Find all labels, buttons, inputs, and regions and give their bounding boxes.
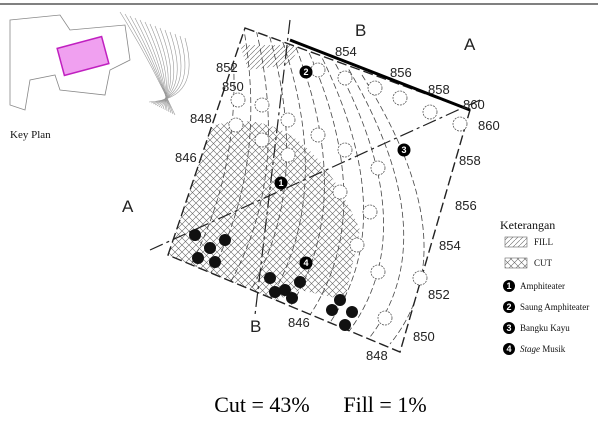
- plan-marker-number: 4: [303, 258, 308, 268]
- plan-marker-number: 1: [278, 178, 283, 188]
- dense-tree: [286, 292, 298, 304]
- tree: [453, 117, 467, 131]
- tree: [378, 311, 392, 325]
- tree: [229, 118, 243, 132]
- contour-label: 852: [216, 60, 238, 75]
- dense-tree: [219, 234, 231, 246]
- legend-label-italic: Stage: [520, 344, 540, 354]
- contour-label: 848: [190, 111, 212, 126]
- contour-label: 858: [428, 82, 450, 97]
- contour-label: 860: [478, 118, 500, 133]
- dense-tree: [346, 306, 358, 318]
- tree: [281, 113, 295, 127]
- contour: [349, 70, 404, 340]
- tree: [371, 265, 385, 279]
- contour-label: 850: [413, 329, 435, 344]
- legend-marker-number: 4: [506, 344, 511, 354]
- contour-label: 850: [222, 79, 244, 94]
- contour-label: 846: [175, 150, 197, 165]
- tree: [393, 91, 407, 105]
- section-marker: A: [464, 35, 476, 54]
- dense-tree: [204, 242, 216, 254]
- legend-swatch: [505, 258, 527, 268]
- tree: [363, 205, 377, 219]
- cut-area: [168, 121, 360, 310]
- dense-tree: [209, 256, 221, 268]
- plan-marker-number: 2: [303, 67, 308, 77]
- contour-label: 846: [288, 315, 310, 330]
- contour-label: 860: [463, 97, 485, 112]
- section-marker: B: [355, 21, 366, 40]
- page: Key Plan B A A B 852 850 848 846 854 856…: [0, 0, 598, 427]
- tree: [413, 271, 427, 285]
- key-contour: [140, 20, 167, 111]
- legend-hatch-label: CUT: [534, 258, 553, 268]
- legend-label: Saung Amphiteater: [520, 302, 589, 312]
- tree: [255, 98, 269, 112]
- legend-label-text: Musik: [542, 344, 566, 354]
- section-marker: B: [250, 317, 261, 336]
- dense-tree: [192, 252, 204, 264]
- legend-label: Stage Musik: [520, 344, 566, 354]
- tree: [311, 63, 325, 77]
- plan-marker-number: 3: [401, 145, 406, 155]
- contour-label: 854: [335, 44, 357, 59]
- contour-label: 852: [428, 287, 450, 302]
- tree: [311, 128, 325, 142]
- tree: [338, 71, 352, 85]
- dense-tree: [264, 272, 276, 284]
- legend-label: Amphiteater: [520, 281, 565, 291]
- key-plan: [10, 12, 189, 115]
- dense-tree: [294, 276, 306, 288]
- legend-label-text: Bangku Kayu: [520, 323, 570, 333]
- tree: [338, 143, 352, 157]
- contour-label: 858: [459, 153, 481, 168]
- tree: [368, 81, 382, 95]
- site-fill: [168, 45, 360, 310]
- dense-tree: [326, 304, 338, 316]
- caption-cut: Cut = 43%: [214, 392, 310, 417]
- legend-marker-number: 3: [506, 323, 511, 333]
- legend-title: Keterangan: [500, 218, 555, 232]
- legend-label: Bangku Kayu: [520, 323, 570, 333]
- contour-label: 854: [439, 238, 461, 253]
- tree: [350, 238, 364, 252]
- tree: [255, 133, 269, 147]
- dense-tree: [189, 229, 201, 241]
- caption-fill: Fill = 1%: [343, 392, 426, 417]
- tree: [231, 93, 245, 107]
- legend-swatch: [505, 237, 527, 247]
- tree: [371, 161, 385, 175]
- site-plan: [150, 20, 480, 352]
- dense-tree: [334, 294, 346, 306]
- dense-tree: [339, 319, 351, 331]
- legend-label-text: Amphiteater: [520, 281, 565, 291]
- section-marker: A: [122, 197, 134, 216]
- legend-label-text: Saung Amphiteater: [520, 302, 589, 312]
- tree: [423, 105, 437, 119]
- contour-label: 856: [390, 65, 412, 80]
- tree: [281, 148, 295, 162]
- contour-label: 856: [455, 198, 477, 213]
- key-plan-label: Key Plan: [10, 129, 51, 141]
- tree: [333, 185, 347, 199]
- legend-hatch-label: FILL: [534, 237, 553, 247]
- legend-marker-number: 2: [506, 302, 511, 312]
- contour-label: 848: [366, 348, 388, 363]
- legend-marker-number: 1: [506, 281, 511, 291]
- key-contour: [150, 24, 166, 109]
- dense-tree: [269, 286, 281, 298]
- key-plan-highlight: [57, 37, 109, 76]
